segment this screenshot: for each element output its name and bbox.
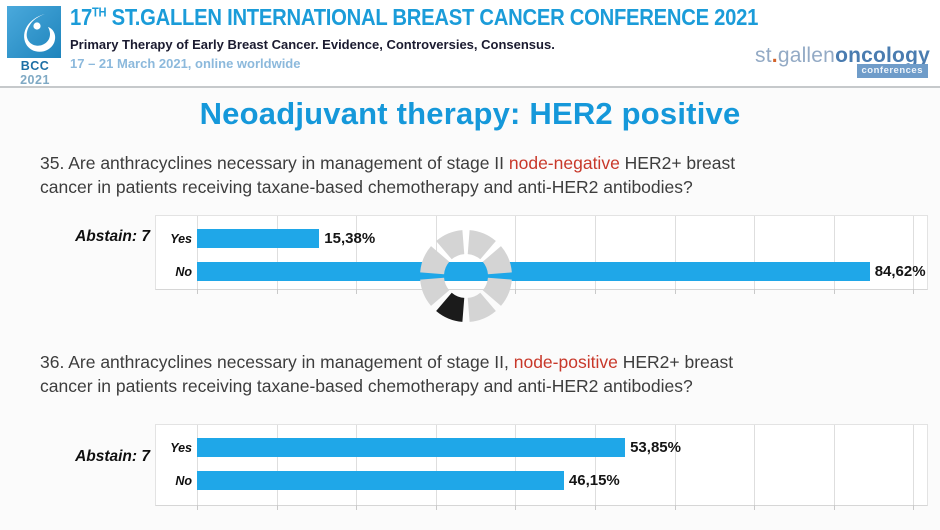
- category-label-yes: Yes: [170, 231, 192, 246]
- axis-tick: [515, 505, 517, 510]
- gridline: [276, 425, 278, 505]
- gridline: [913, 425, 915, 505]
- header-text-block: 17TH ST.GALLEN INTERNATIONAL BREAST CANC…: [70, 4, 852, 71]
- value-label-yes-q36: 53,85%: [630, 439, 681, 456]
- category-label-no: No: [175, 264, 192, 279]
- gridline: [356, 425, 358, 505]
- question-36-line-2: cancer in patients receiving taxane-base…: [40, 376, 693, 396]
- question-36: 36. Are anthracyclines necessary in mana…: [40, 350, 900, 398]
- gridline: [754, 216, 756, 289]
- spinner-segment: [482, 277, 512, 306]
- conference-dates: 17 – 21 March 2021, online worldwide: [70, 56, 301, 71]
- chart-q36: Abstain: 7 Yes 53,85% No 46,15%: [0, 424, 940, 519]
- gridline: [595, 425, 596, 505]
- axis-tick: [356, 505, 358, 510]
- abstain-label-q35: Abstain: 7: [75, 228, 150, 245]
- stgallen-oncology-wordmark: st.gallenoncology: [755, 44, 930, 68]
- loading-spinner-icon: [420, 230, 512, 322]
- spinner-segment: [420, 277, 450, 306]
- spinner-segment: [467, 230, 496, 260]
- highlight-node-negative: node-negative: [508, 153, 620, 173]
- axis-tick: [674, 505, 676, 510]
- brand-dot: .: [771, 44, 778, 67]
- conference-title: 17TH ST.GALLEN INTERNATIONAL BREAST CANC…: [70, 4, 759, 30]
- axis-tick: [197, 505, 198, 510]
- spinner-segment: [420, 246, 450, 275]
- brand-st: st: [755, 44, 772, 67]
- gridline: [276, 216, 278, 289]
- axis-tick: [356, 289, 358, 294]
- category-label-yes: Yes: [170, 440, 192, 455]
- axis-tick: [913, 505, 915, 510]
- gridline: [833, 425, 835, 505]
- gridline: [197, 216, 198, 289]
- gridline: [515, 425, 517, 505]
- spinner-active-segment: [436, 292, 465, 322]
- category-label-no: No: [175, 473, 192, 488]
- axis-tick: [754, 289, 756, 294]
- value-label-yes-q35: 15,38%: [324, 230, 376, 247]
- axis-tick: [515, 289, 517, 294]
- bcc-year: 2021: [20, 73, 50, 87]
- bcc-logo-icon: [7, 6, 61, 58]
- chart-q35: Abstain: 7 Yes 15,38% No 84,62%: [0, 215, 940, 330]
- conference-subtitle: Primary Therapy of Early Breast Cancer. …: [70, 37, 555, 52]
- bar-row-yes: Yes 53,85%: [156, 438, 940, 457]
- spinner-segment: [467, 292, 496, 322]
- bar-yes-q35: [197, 229, 320, 248]
- bar-row-yes: Yes 15,38%: [156, 229, 940, 248]
- axis-tick: [674, 289, 676, 294]
- bar-yes-q36: [197, 438, 626, 457]
- axis-tick: [754, 505, 756, 510]
- gridline: [197, 425, 198, 505]
- question-35-line-2: cancer in patients receiving taxane-base…: [40, 177, 693, 197]
- gridline: [674, 216, 676, 289]
- conference-header: BCC 2021 17TH ST.GALLEN INTERNATIONAL BR…: [0, 0, 940, 88]
- question-36-line-1: 36. Are anthracyclines necessary in mana…: [40, 352, 734, 372]
- abstain-label-q36: Abstain: 7: [75, 448, 150, 465]
- axis-tick: [913, 289, 915, 294]
- slide-title: Neoadjuvant therapy: HER2 positive: [199, 96, 741, 131]
- value-label-no-q36: 46,15%: [568, 472, 620, 489]
- question-35-line-1: 35. Are anthracyclines necessary in mana…: [40, 153, 736, 173]
- gridline: [435, 425, 437, 505]
- bar-row-no: No 84,62%: [156, 262, 940, 281]
- spinner-segment: [482, 246, 512, 275]
- axis-tick: [435, 505, 437, 510]
- axis-tick: [276, 505, 278, 510]
- bar-row-no: No 46,15%: [156, 471, 940, 490]
- bcc-logo-caption: BCC 2021: [7, 59, 63, 87]
- chart-q35-plot-area: Yes 15,38% No 84,62%: [155, 215, 928, 294]
- axis-tick: [595, 289, 596, 294]
- axis-tick: [833, 289, 835, 294]
- chart-q36-plot-area: Yes 53,85% No 46,15%: [155, 424, 928, 510]
- title-superscript: TH: [91, 5, 107, 20]
- bar-no-q35: [197, 262, 870, 281]
- stgallen-oncology-logo: st.gallenoncology conferences: [755, 44, 930, 86]
- axis-tick: [833, 505, 835, 510]
- conferences-badge: conferences: [856, 64, 928, 78]
- axis-tick: [595, 505, 596, 510]
- axis-tick: [197, 289, 198, 294]
- brand-gallen: gallen: [777, 44, 836, 67]
- gridline: [913, 216, 915, 289]
- gridline: [515, 216, 517, 289]
- bar-no-q36: [197, 471, 564, 490]
- highlight-node-positive: node-positive: [513, 352, 618, 372]
- question-35: 35. Are anthracyclines necessary in mana…: [40, 151, 900, 199]
- brand-oncology: oncology: [835, 44, 930, 67]
- value-label-no-q35: 84,62%: [874, 263, 926, 280]
- axis-tick: [276, 289, 278, 294]
- bcc-abbr: BCC: [20, 59, 50, 73]
- spinner-segment: [436, 230, 465, 260]
- gridline: [595, 216, 596, 289]
- gridline: [674, 425, 676, 505]
- gridline: [754, 425, 756, 505]
- bcc-logo: BCC 2021: [7, 6, 63, 87]
- gridline: [356, 216, 358, 289]
- gridline: [833, 216, 835, 289]
